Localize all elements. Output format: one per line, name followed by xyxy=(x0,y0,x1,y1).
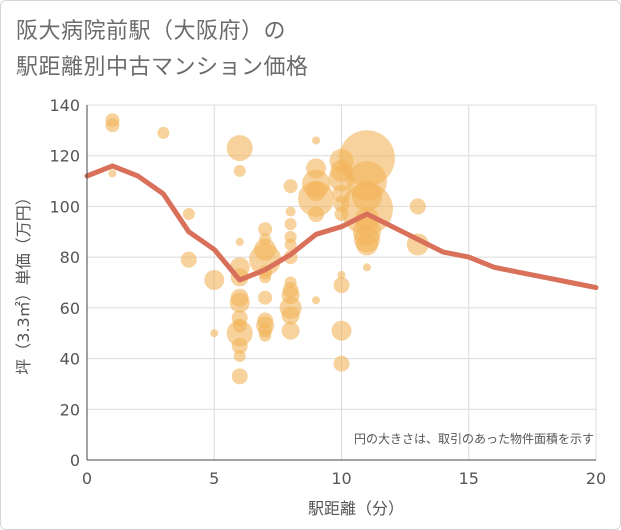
bubble xyxy=(233,350,246,363)
y-axis-label: 坪（3.3㎡）単価（万円） xyxy=(14,189,33,374)
bubble xyxy=(226,135,253,162)
x-tick-label: 10 xyxy=(331,469,351,488)
bubble xyxy=(281,306,300,325)
bubble xyxy=(355,233,378,256)
title-line-1: 阪大病院前駅（大阪府）の xyxy=(16,19,287,44)
bubble xyxy=(285,206,296,217)
average-price-line xyxy=(84,163,599,291)
x-tick-label: 5 xyxy=(209,469,219,488)
average-line-layer xyxy=(84,163,599,291)
bubble xyxy=(283,179,298,194)
x-tick-label: 15 xyxy=(459,469,479,488)
bubble xyxy=(258,222,273,237)
chart-title: 阪大病院前駅（大阪府）の 駅距離別中古マンション価格 xyxy=(16,14,309,86)
bubble xyxy=(333,277,350,294)
bubble xyxy=(210,329,219,338)
bubble xyxy=(333,355,350,372)
bubble xyxy=(308,206,325,223)
bubble xyxy=(259,329,272,342)
bubble xyxy=(231,368,248,385)
y-tick-label: 100 xyxy=(49,197,80,216)
axes: 0 20 40 60 80 100 120 140 0 5 10 15 20 xyxy=(49,96,606,488)
title-line-2: 駅距離別中古マンション価格 xyxy=(16,55,309,80)
x-axis-label: 駅距離（分） xyxy=(308,499,404,518)
bubble xyxy=(362,263,371,272)
bubble xyxy=(312,136,321,145)
bubble xyxy=(231,337,248,354)
bubble xyxy=(235,237,244,246)
y-tick-label: 20 xyxy=(60,400,80,419)
bubble xyxy=(259,271,272,284)
bubble xyxy=(157,126,170,139)
y-tick-label: 80 xyxy=(60,248,80,267)
y-tick-label: 140 xyxy=(49,96,80,115)
bubble xyxy=(284,238,297,251)
size-note: 円の大きさは、取引のあった物件面積を示す xyxy=(354,431,594,446)
bubble xyxy=(258,290,273,305)
x-tick-label: 20 xyxy=(586,469,606,488)
bubble xyxy=(281,321,300,340)
y-tick-label: 0 xyxy=(70,451,80,470)
bubble xyxy=(180,251,197,268)
bubble xyxy=(298,180,335,217)
bubble xyxy=(312,296,321,305)
bubble xyxy=(108,169,117,178)
bubble xyxy=(233,164,246,177)
bubble xyxy=(284,218,297,231)
y-tick-label: 40 xyxy=(60,350,80,369)
y-tick-label: 120 xyxy=(49,147,80,166)
bubble xyxy=(331,320,352,341)
bubble xyxy=(105,118,120,133)
bubbles xyxy=(105,113,429,385)
bubble xyxy=(226,320,253,347)
bubble xyxy=(229,292,250,313)
bubble xyxy=(204,269,225,290)
bubble xyxy=(409,198,426,215)
bubble xyxy=(337,270,346,279)
x-tick-label: 0 xyxy=(82,469,92,488)
y-tick-label: 60 xyxy=(60,299,80,318)
bubble xyxy=(182,208,195,221)
